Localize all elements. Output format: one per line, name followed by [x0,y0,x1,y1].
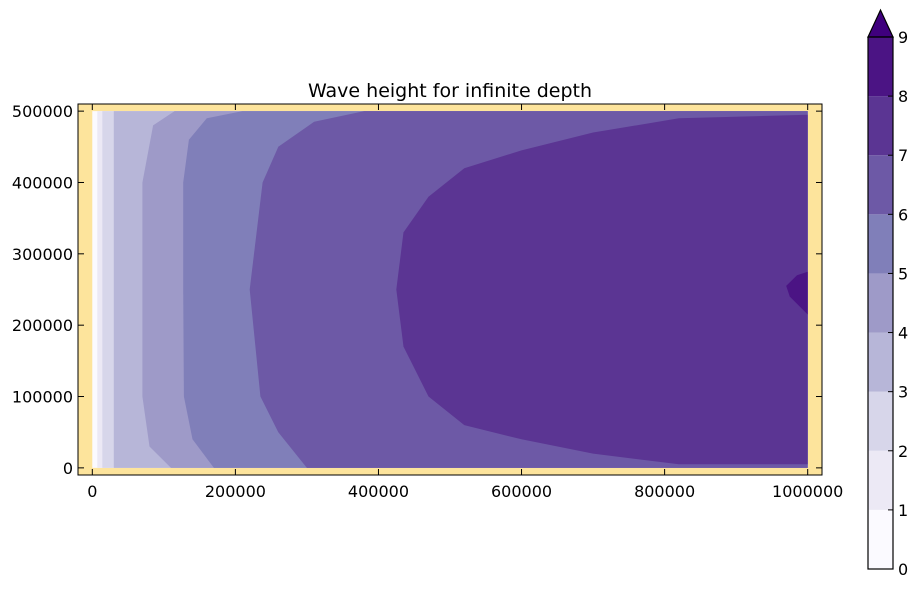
contour-band-7 [396,114,808,465]
x-axis: 0 200000 400000 600000 800000 1000000 [87,104,843,501]
colorbar-segment-1 [868,450,893,510]
colorbar-segment-5 [868,214,893,274]
axes-frame [77,103,823,476]
colorbar-segment-8 [868,37,893,97]
y-tick-label-4: 400000 [12,173,73,192]
colorbar-segment-0 [868,509,893,569]
colorbar-tick-label-7: 7 [898,146,908,165]
x-tick-label-4: 800000 [634,482,695,501]
colorbar-tick-label-5: 5 [898,264,908,283]
contour-plot [78,104,822,475]
colorbar-frame [867,36,894,570]
colorbar-tick-label-9: 9 [898,28,908,47]
colorbar-tick-label-1: 1 [898,501,908,520]
colorbar-tick-label-4: 4 [898,324,908,343]
colorbar-tick-label-8: 8 [898,87,908,106]
colorbar: 0 1 2 3 4 5 6 7 8 9 [867,8,908,579]
y-tick-label-5: 500000 [12,102,73,121]
y-tick-label-3: 300000 [12,245,73,264]
x-tick-label-3: 600000 [491,482,552,501]
colorbar-tick-label-2: 2 [898,442,908,461]
x-tick-label-1: 200000 [205,482,266,501]
y-tick-label-0: 0 [63,459,73,478]
y-tick-label-1: 100000 [12,388,73,407]
contour-band-8 [786,271,808,315]
y-axis: 0 100000 200000 300000 400000 500000 [12,102,822,478]
colorbar-tick-label-3: 3 [898,383,908,402]
x-tick-label-0: 0 [87,482,97,501]
x-tick-label-2: 400000 [348,482,409,501]
x-tick-label-5: 1000000 [772,482,843,501]
colorbar-tick-label-0: 0 [898,560,908,579]
colorbar-segment-6 [868,155,893,215]
colorbar-segment-3 [868,332,893,392]
colorbar-segment-4 [868,273,893,333]
colorbar-tick-label-6: 6 [898,205,908,224]
colorbar-extend-triangle [867,8,894,38]
colorbar-segment-2 [868,391,893,451]
chart-title: Wave height for infinite depth [308,80,592,102]
y-tick-label-2: 200000 [12,316,73,335]
colorbar-segment-7 [868,96,893,156]
